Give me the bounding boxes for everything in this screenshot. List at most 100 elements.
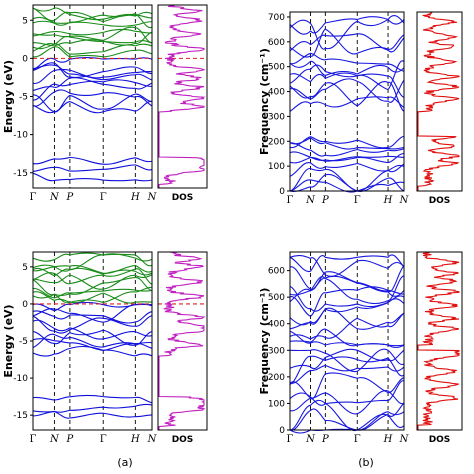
kpoint-label: Γ	[30, 434, 37, 445]
kpoint-label: H	[383, 434, 393, 445]
band-plot-frame	[289, 11, 405, 192]
dos-curve	[158, 4, 206, 188]
band-line	[289, 177, 405, 193]
caption-b: (b)	[358, 456, 374, 469]
band-line	[289, 137, 405, 150]
band-line	[289, 285, 405, 312]
y-tick-label: 5	[22, 16, 28, 26]
band-line	[289, 380, 405, 406]
band-line	[32, 411, 153, 419]
band-line	[32, 274, 153, 290]
y-tick-label: 200	[268, 137, 285, 147]
y-tick-label: 0	[279, 187, 285, 197]
band-line	[32, 31, 153, 47]
band-line	[289, 28, 405, 58]
band-line	[32, 16, 153, 27]
kpoint-label: N	[147, 434, 158, 445]
band-line	[32, 253, 153, 272]
kpoint-label: N	[147, 192, 158, 203]
band-line	[32, 164, 153, 172]
y-tick-label: 500	[268, 293, 285, 303]
kpoint-label: P	[66, 192, 74, 203]
y-tick-label: -10	[13, 131, 28, 141]
y-tick-label: 600	[268, 267, 285, 277]
y-tick-label: 200	[268, 373, 285, 383]
y-tick-label: -10	[13, 374, 28, 384]
dos-curve	[417, 11, 460, 191]
kpoint-label: Γ	[100, 192, 107, 203]
band-line	[32, 172, 153, 182]
y-axis-label: Frequency (cm⁻¹)	[258, 48, 271, 155]
dos-axis-label: DOS	[429, 435, 451, 445]
band-line	[289, 275, 405, 305]
band-line	[289, 81, 405, 112]
kpoint-label: Γ	[287, 434, 294, 445]
band-line	[289, 355, 405, 385]
dos-axis-label: DOS	[429, 196, 451, 206]
dos-plot-frame	[416, 251, 463, 431]
y-tick-label: 5	[22, 263, 28, 273]
band-line	[289, 142, 405, 157]
y-tick-label: 0	[22, 300, 28, 310]
y-tick-label: 500	[268, 63, 285, 73]
band-line	[289, 312, 405, 340]
caption-a: (a)	[117, 456, 132, 469]
dos-curve	[417, 251, 461, 430]
band-line	[289, 275, 405, 297]
kpoint-label: P	[321, 434, 329, 445]
dos-plot-frame	[157, 4, 208, 189]
band-line	[289, 265, 405, 293]
band-line	[289, 372, 405, 400]
band-line	[32, 77, 153, 91]
kpoint-label: N	[305, 195, 316, 206]
y-tick-label: 0	[22, 54, 28, 64]
kpoint-label: N	[49, 192, 60, 203]
band-line	[289, 164, 405, 192]
y-tick-label: 400	[268, 88, 285, 98]
kpoint-label: Γ	[30, 192, 37, 203]
band-line	[289, 33, 405, 53]
y-tick-label: 300	[268, 346, 285, 356]
band-line	[32, 315, 153, 334]
band-line	[32, 28, 153, 37]
band-line	[32, 64, 153, 81]
band-line	[32, 79, 153, 101]
band-line	[32, 26, 153, 44]
band-line	[32, 301, 153, 312]
y-tick-label: 100	[268, 399, 285, 409]
kpoint-label: N	[399, 434, 410, 445]
kpoint-label: Γ	[287, 195, 294, 206]
dos-curve	[158, 251, 206, 430]
band-line	[289, 52, 405, 72]
band-line	[32, 268, 153, 286]
dos-axis-label: DOS	[172, 435, 194, 445]
kpoint-label: Γ	[354, 434, 361, 445]
kpoint-label: H	[383, 195, 393, 206]
y-axis-label: Frequency (cm⁻¹)	[258, 288, 271, 395]
y-tick-label: 0	[279, 426, 285, 436]
kpoint-label: H	[130, 192, 140, 203]
band-line	[32, 46, 153, 58]
band-line	[32, 338, 153, 351]
band-line	[32, 286, 153, 304]
band-line	[289, 60, 405, 77]
band-line	[32, 333, 153, 349]
dos-axis-label: DOS	[172, 193, 194, 203]
band-line	[32, 264, 153, 274]
y-tick-label: -5	[19, 93, 28, 103]
kpoint-label: N	[399, 195, 410, 206]
kpoint-label: Γ	[100, 434, 107, 445]
band-line	[32, 267, 153, 277]
band-line	[32, 7, 153, 21]
y-axis-label: Energy (eV)	[2, 60, 15, 133]
band-line	[289, 16, 405, 35]
y-tick-label: 100	[268, 162, 285, 172]
band-line	[289, 411, 405, 434]
band-line	[289, 348, 405, 373]
kpoint-label: Γ	[354, 195, 361, 206]
kpoint-label: N	[305, 434, 316, 445]
band-line	[32, 100, 153, 114]
